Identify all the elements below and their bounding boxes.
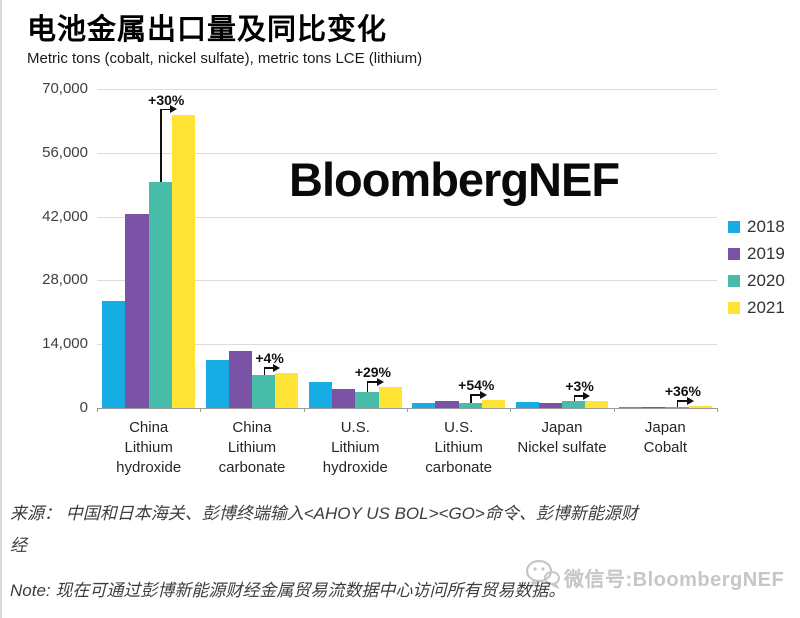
- bar-2018-china-lithium-hydroxide: [102, 300, 126, 408]
- x-axis-tick: [200, 408, 202, 412]
- bar-2018-japan-cobalt: [618, 406, 643, 408]
- gridline: [97, 152, 717, 154]
- x-axis-label-japan-cobalt: Japan Cobalt: [643, 419, 687, 456]
- bar-2018-china-lithium-carbonate: [205, 360, 229, 408]
- note-text: Note: 现在可通过彭博新能源财经金属贸易流数据中心访问所有贸易数据。: [10, 581, 566, 600]
- annotation-arrowhead: [273, 364, 281, 373]
- bar-2021-japan-nickel-sulfate: [585, 401, 609, 408]
- bar-2018-us-lithium-carbonate: [412, 403, 436, 408]
- annotation-arrow-horizontal: [263, 367, 275, 369]
- y-axis-tick-label: 14,000: [42, 335, 88, 353]
- annotation-arrow-vertical: [676, 400, 679, 407]
- bar-2019-japan-cobalt: [642, 406, 666, 408]
- x-axis-tick: [407, 408, 408, 412]
- gridline: [97, 280, 717, 282]
- annotation-label-us-lithium-carbonate: +54%: [458, 377, 495, 394]
- bar-2019-japan-nickel-sulfate: [538, 402, 562, 408]
- annotation-label-china-lithium-hydroxide: +30%: [148, 91, 185, 108]
- x-axis-tick: [717, 408, 718, 412]
- annotation-arrow-horizontal: [470, 394, 481, 396]
- bar-2021-us-lithium-hydroxide: [378, 387, 402, 408]
- annotation-arrowhead: [479, 391, 487, 400]
- y-axis-tick-label: 28,000: [42, 271, 88, 289]
- x-axis-tick: [303, 408, 305, 412]
- x-axis-label-japan-nickel-sulfate: Japan Nickel sulfate: [517, 419, 607, 456]
- bar-2019-china-lithium-carbonate: [228, 351, 252, 408]
- legend-label-2019: 2019: [747, 244, 785, 263]
- x-axis-tick: [613, 408, 615, 412]
- wechat-watermark: 微信号:BloombergNEF: [525, 559, 785, 595]
- x-axis-label-us-lithium-hydroxide: U.S. Lithium hydroxide: [322, 419, 388, 476]
- bar-2019-china-lithium-hydroxide: [125, 214, 149, 408]
- annotation-arrow-vertical: [263, 367, 266, 375]
- chart-subtitle-units: Metric tons (cobalt, nickel sulfate), me…: [27, 50, 423, 67]
- bar-2021-us-lithium-carbonate: [481, 400, 506, 408]
- bar-2019-us-lithium-carbonate: [435, 401, 459, 408]
- annotation-label-japan-nickel-sulfate: +3%: [565, 378, 594, 395]
- legend-item-2020: 2020: [728, 271, 785, 290]
- annotation-arrow-horizontal: [366, 381, 378, 383]
- annotation-label-japan-cobalt: +36%: [664, 383, 702, 400]
- bar-2019-us-lithium-hydroxide: [332, 389, 356, 408]
- annotation-arrowhead: [376, 378, 384, 387]
- annotation-arrowhead: [169, 105, 177, 114]
- x-axis-label-china-lithium-carbonate: China Lithium carbonate: [218, 419, 286, 476]
- annotation-label-us-lithium-hydroxide: +29%: [354, 364, 392, 381]
- gridline: [97, 344, 717, 346]
- wechat-watermark-text: 微信号:BloombergNEF: [564, 569, 785, 591]
- legend-item-2021: 2021: [728, 298, 785, 317]
- bar-2018-japan-nickel-sulfate: [515, 402, 539, 408]
- legend-label-2018: 2018: [747, 217, 785, 236]
- y-axis-tick-label: 70,000: [42, 80, 88, 97]
- bar-2021-japan-cobalt: [688, 406, 712, 408]
- source-text: 来源： 中国和日本海关、彭博终端输入<AHOY US BOL><GO>命令、彭博…: [10, 504, 638, 555]
- gridline: [97, 89, 717, 90]
- gridline: [97, 216, 717, 218]
- x-axis-tick: [510, 408, 512, 412]
- annotation-arrowhead: [583, 391, 591, 400]
- wechat-icon: [525, 559, 560, 595]
- y-axis-tick-label: 42,000: [42, 207, 88, 225]
- annotation-arrow-horizontal: [160, 108, 171, 111]
- annotation-arrow-vertical: [366, 381, 369, 393]
- bar-chart: 70,000 56,000 42,000 28,000 14,000 0 +30% +4% +2…: [2, 0, 800, 495]
- legend-label-2020: 2020: [747, 271, 785, 290]
- bar-2020-us-lithium-carbonate: [458, 402, 482, 408]
- legend-swatch-2020: [728, 275, 740, 287]
- x-axis-label-china-lithium-hydroxide: China Lithium hydroxide: [116, 419, 182, 476]
- y-axis-tick-label: 56,000: [42, 143, 88, 161]
- bar-2020-china-lithium-carbonate: [252, 374, 276, 408]
- bar-2020-china-lithium-hydroxide: [148, 182, 172, 408]
- annotation-arrowhead: [686, 396, 694, 405]
- bar-2021-china-lithium-carbonate: [275, 373, 299, 408]
- bar-2018-us-lithium-hydroxide: [308, 381, 333, 408]
- annotation-arrow-vertical: [160, 108, 162, 183]
- legend-swatch-2019: [728, 248, 740, 260]
- annotation-arrow-vertical: [470, 394, 472, 403]
- x-axis-label-us-lithium-carbonate: U.S. Lithium carbonate: [425, 419, 493, 476]
- x-axis-tick: [97, 408, 98, 412]
- bar-2021-china-lithium-hydroxide: [171, 114, 196, 408]
- bar-2020-japan-cobalt: [665, 406, 689, 408]
- chart-title: 电池金属出口量及同比变化: [27, 14, 388, 46]
- annotation-arrow-horizontal: [573, 395, 585, 397]
- legend-swatch-2021: [728, 302, 740, 314]
- legend-item-2018: 2018: [728, 217, 785, 236]
- legend-label-2021: 2021: [747, 298, 785, 317]
- annotation-arrow-vertical: [573, 395, 576, 402]
- legend-swatch-2018: [728, 221, 740, 233]
- bar-2020-japan-nickel-sulfate: [562, 401, 586, 408]
- bloombergnef-watermark: BloombergNEF: [289, 153, 620, 206]
- legend-item-2019: 2019: [728, 244, 785, 263]
- annotation-arrow-horizontal: [676, 400, 688, 402]
- y-axis-tick-label: 0: [79, 399, 88, 416]
- annotation-label-china-lithium-carbonate: +4%: [255, 350, 284, 367]
- bar-2020-us-lithium-hydroxide: [355, 392, 379, 408]
